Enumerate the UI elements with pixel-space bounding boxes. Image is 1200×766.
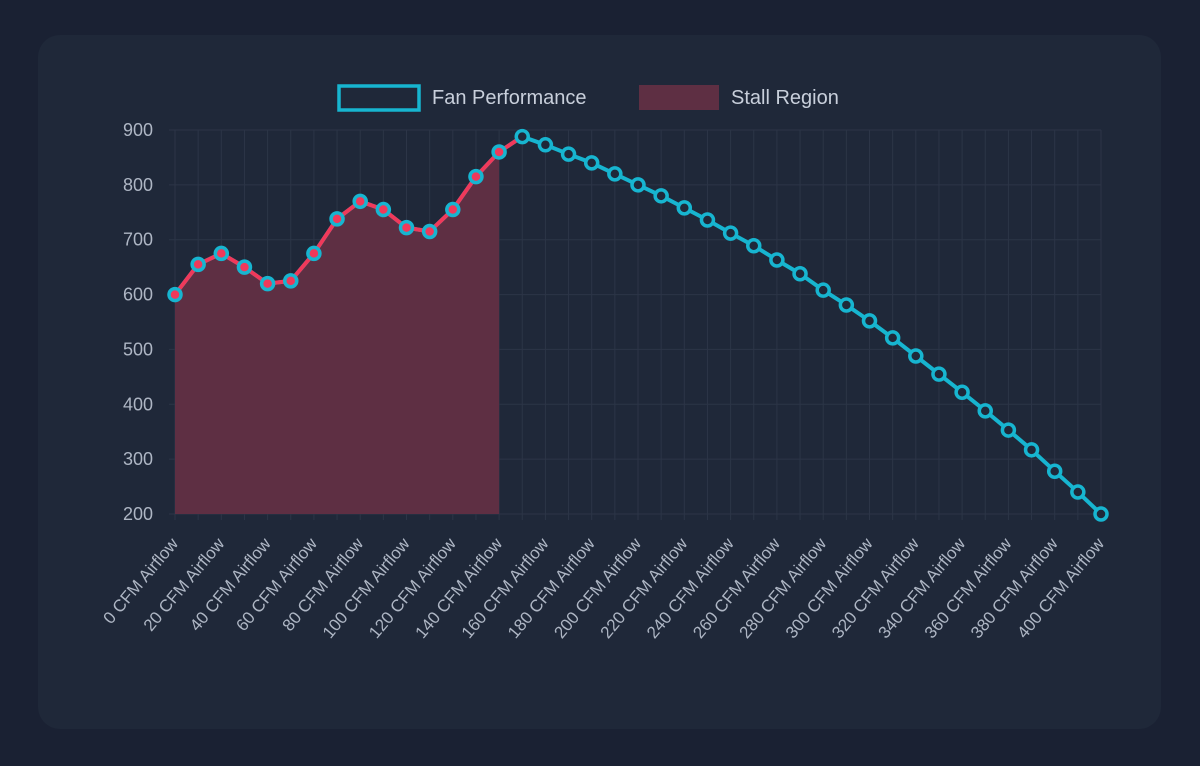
legend-label-stall-region: Stall Region (731, 87, 839, 109)
fan-performance-point (283, 273, 299, 289)
y-tick-label: 800 (123, 175, 153, 195)
fan-performance-point (514, 128, 530, 145)
fan-performance-point (815, 282, 831, 298)
fan-performance-point (375, 201, 392, 218)
x-tick-label: 40 CFM Airflow (186, 534, 275, 635)
fan-performance-point (746, 237, 762, 254)
y-tick-label: 300 (123, 449, 153, 469)
y-tick-label: 200 (123, 504, 153, 524)
fan-performance-point (931, 366, 947, 382)
y-tick-label: 500 (123, 339, 153, 359)
fan-performance-point (398, 219, 415, 236)
fan-performance-point (468, 168, 484, 185)
fan-performance-point (630, 177, 646, 193)
fan-performance-point (306, 245, 322, 262)
fan-performance-point (908, 348, 924, 364)
x-tick-label: 20 CFM Airflow (140, 534, 229, 635)
x-tick-label: 60 CFM Airflow (232, 534, 321, 635)
fan-performance-point (769, 252, 785, 268)
fan-performance-point (792, 265, 808, 282)
fan-performance-point (884, 330, 901, 346)
fan-performance-point (421, 223, 438, 240)
fan-performance-point (722, 225, 739, 241)
stall-region-area (175, 151, 500, 514)
fan-performance-point (676, 200, 693, 216)
fan-performance-point (537, 137, 554, 153)
fan-performance-point (167, 286, 183, 303)
fan-performance-point (352, 193, 368, 210)
fan-performance-point (607, 166, 623, 182)
fan-performance-point (236, 259, 253, 275)
fan-performance-point (1046, 463, 1063, 479)
fan-performance-point (190, 256, 206, 273)
fan-performance-point (653, 188, 669, 204)
fan-performance-point (699, 212, 716, 228)
fan-performance-point (1070, 484, 1086, 500)
y-tick-label: 400 (123, 394, 153, 414)
fan-performance-point (491, 144, 507, 160)
legend-swatch-fan-performance (337, 84, 421, 112)
fan-performance-point (1093, 506, 1109, 522)
legend-swatch-stall-region (639, 85, 719, 110)
fan-performance-point (213, 245, 230, 262)
legend-label-fan-performance: Fan Performance (432, 87, 587, 109)
legend: Fan Performance Stall Region (337, 84, 839, 112)
y-tick-label: 700 (123, 230, 153, 250)
fan-performance-point (977, 403, 993, 419)
fan-performance-point (329, 211, 345, 227)
y-tick-label: 900 (123, 120, 153, 140)
x-tick-label: 80 CFM Airflow (279, 534, 368, 635)
fan-performance-point (445, 201, 461, 218)
fan-performance-point (259, 275, 276, 292)
y-tick-label: 600 (123, 285, 153, 305)
x-tick-label: 400 CFM Airflow (1013, 534, 1108, 642)
fan-performance-point (1000, 422, 1017, 438)
fan-performance-point (583, 155, 600, 171)
fan-performance-point (560, 146, 577, 162)
stall-region-line (173, 134, 524, 296)
fan-performance-point (861, 313, 878, 329)
fan-performance-point (1023, 442, 1040, 458)
fan-performance-point (954, 384, 970, 400)
fan-performance-point (838, 297, 855, 313)
